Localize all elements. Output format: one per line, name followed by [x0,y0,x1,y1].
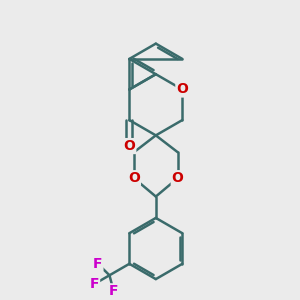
Text: F: F [93,256,102,271]
Text: O: O [123,139,135,153]
Text: F: F [90,277,99,291]
Text: O: O [176,82,188,97]
Text: O: O [172,171,184,185]
Text: O: O [128,171,140,185]
Text: F: F [109,284,118,298]
